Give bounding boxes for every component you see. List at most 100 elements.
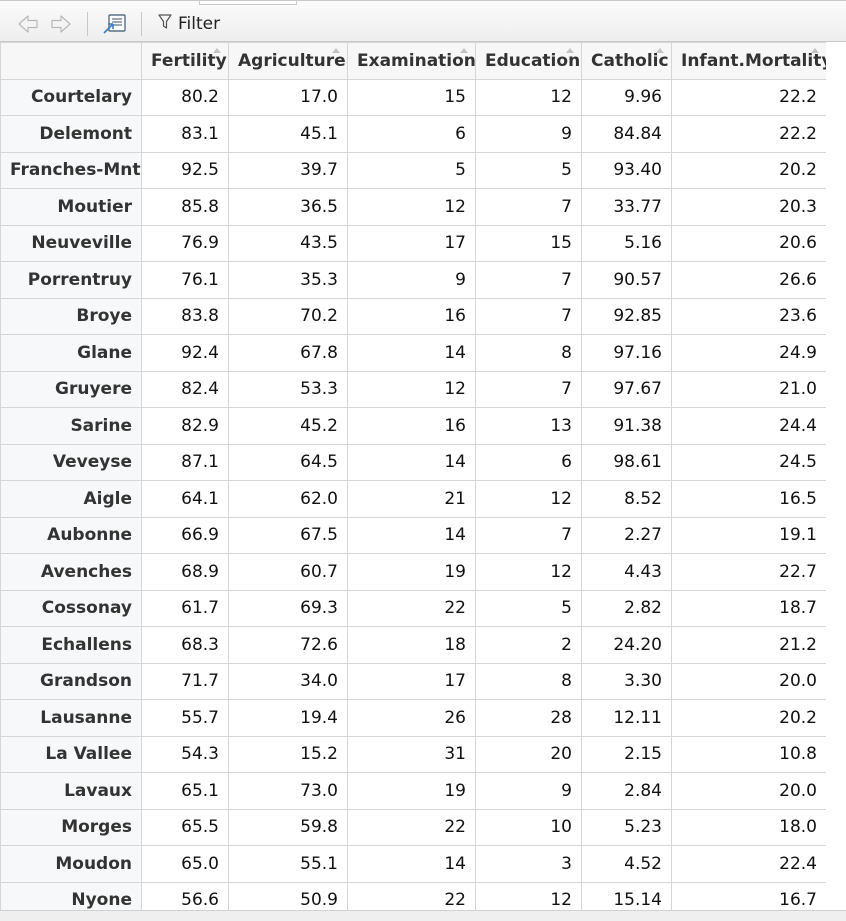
table-cell: 69.3	[228, 589, 348, 627]
table-row: Neuveville 76.9 43.5 17 15 5.16 20.6	[0, 224, 827, 262]
filter-label: Filter	[178, 14, 221, 34]
table-cell: 4.43	[581, 553, 672, 591]
table-cell: 73.0	[228, 772, 348, 810]
column-header-label: Education	[485, 50, 581, 71]
table-cell: 2.27	[581, 516, 672, 554]
table-cell: 19.4	[228, 699, 348, 737]
table-cell: 54.3	[141, 735, 229, 773]
table-cell: 16	[347, 407, 476, 445]
row-name-cell: Delemont	[0, 115, 142, 153]
row-name-cell: Morges	[0, 808, 142, 846]
table-cell: 91.38	[581, 407, 672, 445]
vertical-scrollbar[interactable]	[826, 42, 846, 920]
table-cell: 64.5	[228, 443, 348, 481]
table-cell: 83.8	[141, 297, 229, 335]
table-cell: 98.61	[581, 443, 672, 481]
sort-caret-icon[interactable]	[566, 48, 574, 53]
table-cell: 21.0	[671, 370, 827, 408]
table-cell: 8	[475, 334, 582, 372]
row-name-cell: Porrentruy	[0, 261, 142, 299]
row-name-cell: Veveyse	[0, 443, 142, 481]
active-tab-edge	[199, 1, 297, 5]
table-cell: 14	[347, 443, 476, 481]
table-cell: 65.5	[141, 808, 229, 846]
table-cell: 19	[347, 772, 476, 810]
column-header[interactable]: Infant.Mortality	[671, 42, 827, 80]
table-cell: 24.20	[581, 626, 672, 664]
sort-caret-icon[interactable]	[460, 48, 468, 53]
table-cell: 83.1	[141, 115, 229, 153]
table-row: Franches-Mnt 92.5 39.7 5 5 93.40 20.2	[0, 151, 827, 189]
table-cell: 21.2	[671, 626, 827, 664]
row-name-cell: Cossonay	[0, 589, 142, 627]
table-row: Veveyse 87.1 64.5 14 6 98.61 24.5	[0, 443, 827, 481]
table-row: Broye 83.8 70.2 16 7 92.85 23.6	[0, 297, 827, 335]
table-cell: 5	[475, 589, 582, 627]
table-cell: 22	[347, 808, 476, 846]
table-cell: 16	[347, 297, 476, 335]
table-row: Porrentruy 76.1 35.3 9 7 90.57 26.6	[0, 261, 827, 299]
header-row: Fertility Agriculture Examination Education…	[0, 42, 827, 80]
filter-button[interactable]: Filter	[158, 12, 220, 36]
table-cell: 97.67	[581, 370, 672, 408]
table-cell: 2.15	[581, 735, 672, 773]
forward-arrow-icon[interactable]	[50, 13, 72, 35]
column-header[interactable]: Agriculture	[228, 42, 348, 80]
sort-caret-icon[interactable]	[213, 48, 221, 53]
table-cell: 13	[475, 407, 582, 445]
table-cell: 23.6	[671, 297, 827, 335]
table-row: Moudon 65.0 55.1 14 3 4.52 22.4	[0, 845, 827, 883]
table-cell: 92.4	[141, 334, 229, 372]
table-cell: 5	[475, 151, 582, 189]
column-header[interactable]: Catholic	[581, 42, 672, 80]
sort-caret-icon[interactable]	[332, 48, 340, 53]
table-cell: 9.96	[581, 78, 672, 116]
column-header-label: Agriculture	[238, 50, 346, 71]
table-cell: 20	[475, 735, 582, 773]
row-name-cell: La Vallee	[0, 735, 142, 773]
column-header[interactable]: Examination	[347, 42, 476, 80]
table-row: Cossonay 61.7 69.3 22 5 2.82 18.7	[0, 589, 827, 627]
table-cell: 5.23	[581, 808, 672, 846]
grid-body: Courtelary 80.2 17.0 15 12 9.96 22.2 Delemont 83…	[0, 78, 827, 919]
table-cell: 22.2	[671, 115, 827, 153]
sort-caret-icon[interactable]	[811, 48, 819, 53]
row-name-cell: Neuveville	[0, 224, 142, 262]
table-cell: 68.3	[141, 626, 229, 664]
show-in-window-icon[interactable]	[101, 13, 129, 35]
table-cell: 33.77	[581, 188, 672, 226]
table-row: Delemont 83.1 45.1 6 9 84.84 22.2	[0, 115, 827, 153]
horizontal-scrollbar[interactable]	[0, 910, 846, 921]
row-name-cell: Moudon	[0, 845, 142, 883]
data-viewer-toolbar: Filter	[0, 0, 846, 42]
row-name-cell: Aubonne	[0, 516, 142, 554]
table-cell: 14	[347, 516, 476, 554]
column-header[interactable]: Education	[475, 42, 582, 80]
row-name-cell: Lausanne	[0, 699, 142, 737]
table-cell: 61.7	[141, 589, 229, 627]
table-cell: 17	[347, 224, 476, 262]
back-arrow-icon[interactable]	[17, 13, 39, 35]
table-cell: 67.5	[228, 516, 348, 554]
row-name-cell: Grandson	[0, 662, 142, 700]
row-name-cell: Gruyere	[0, 370, 142, 408]
table-cell: 2.82	[581, 589, 672, 627]
table-cell: 90.57	[581, 261, 672, 299]
table-cell: 24.5	[671, 443, 827, 481]
sort-caret-icon[interactable]	[656, 48, 664, 53]
table-cell: 68.9	[141, 553, 229, 591]
table-cell: 12.11	[581, 699, 672, 737]
table-cell: 92.85	[581, 297, 672, 335]
row-name-cell: Avenches	[0, 553, 142, 591]
row-name-cell: Glane	[0, 334, 142, 372]
table-cell: 16.5	[671, 480, 827, 518]
table-row: Courtelary 80.2 17.0 15 12 9.96 22.2	[0, 78, 827, 116]
table-cell: 76.1	[141, 261, 229, 299]
table-cell: 55.1	[228, 845, 348, 883]
table-cell: 66.9	[141, 516, 229, 554]
column-header[interactable]: Fertility	[141, 42, 229, 80]
table-cell: 20.3	[671, 188, 827, 226]
table-row: Avenches 68.9 60.7 19 12 4.43 22.7	[0, 553, 827, 591]
table-cell: 10	[475, 808, 582, 846]
table-cell: 28	[475, 699, 582, 737]
